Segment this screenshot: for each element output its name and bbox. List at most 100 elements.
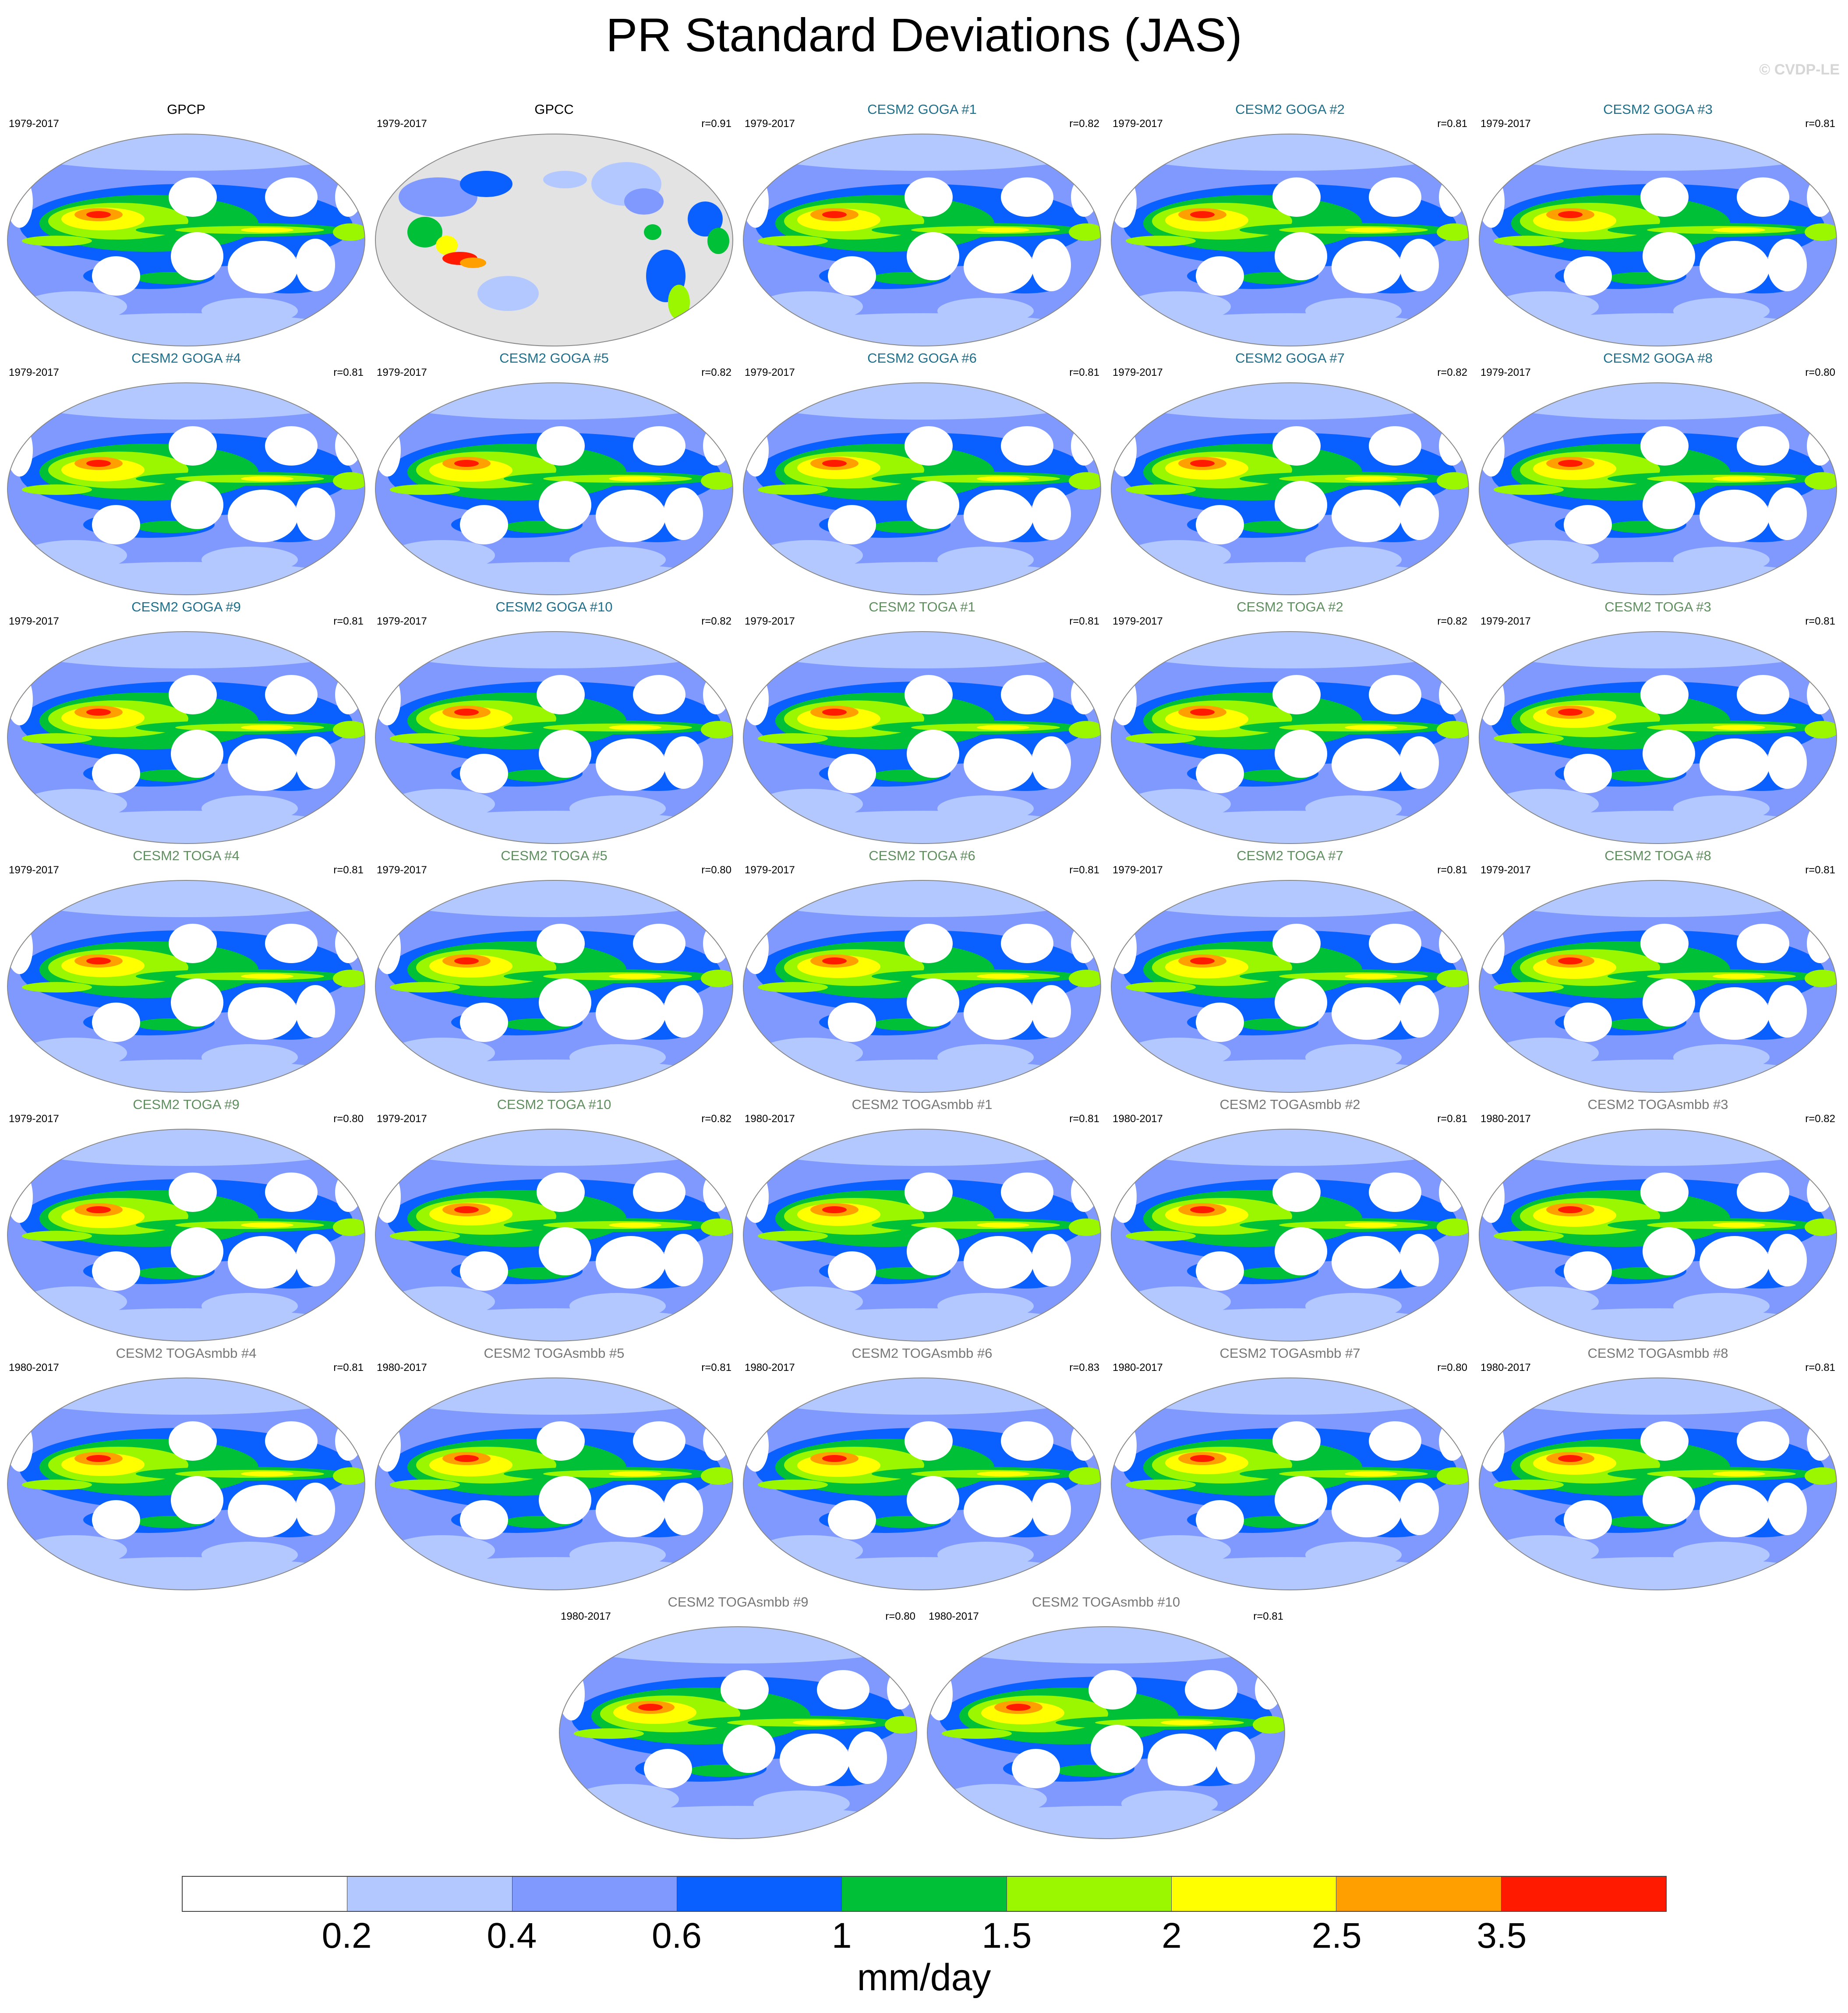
low-variability-region [1399,239,1439,291]
low-variability-region [228,490,298,542]
panel-title: GPCP [167,102,205,117]
precip-contour-region [1494,1038,1599,1068]
panel-correlation: r=0.82 [701,615,731,627]
precip-contour-region [1111,632,1469,668]
map-outline [375,631,733,844]
low-variability-region [92,754,140,793]
precip-contour-region [609,974,661,979]
low-variability-region [171,232,223,280]
precip-contour-region [201,547,298,573]
panel-correlation: r=0.81 [1437,118,1467,130]
map-outline [1479,880,1837,1093]
low-variability-region [1737,426,1789,466]
map-outline [743,631,1101,844]
map-outline [7,880,365,1093]
robinson-map [7,134,365,346]
low-variability-region [296,736,335,789]
precip-contour-region [1345,1222,1397,1228]
low-variability-region [633,924,685,963]
low-variability-region [703,1421,729,1461]
low-variability-region [780,1734,850,1786]
gpcc-land-region [436,236,458,255]
precip-contour-region [822,460,847,467]
low-variability-region [828,1251,876,1291]
low-variability-region [1001,675,1053,714]
low-variability-region [1564,1251,1612,1291]
panel-correlation: r=0.81 [1069,1113,1099,1125]
map-panel: CESM2 GOGA #3 1979-2017 r=0.81 [1476,101,1840,346]
low-variability-region [633,426,685,466]
precip-contour-region [1805,1218,1837,1236]
gpcc-land-region [644,224,661,240]
low-variability-region [1272,1421,1321,1461]
low-variability-region [1196,754,1244,793]
low-variability-region [703,924,729,963]
low-variability-region [723,1725,775,1773]
low-variability-region [1700,490,1770,542]
robinson-map [1111,880,1469,1093]
precip-contour-region [375,1557,733,1590]
low-variability-region [1643,1227,1695,1275]
precip-contour-region [1190,211,1215,218]
precip-contour-region [7,1059,365,1092]
panel-correlation: r=0.82 [701,1113,731,1125]
panel-years: 1979-2017 [377,118,427,130]
precip-contour-region [1479,1378,1837,1415]
low-variability-region [828,1500,876,1540]
low-variability-region [964,738,1034,791]
map-panel: CESM2 TOGAsmbb #8 1980-2017 r=0.81 [1476,1345,1840,1590]
precip-contour-region [701,721,733,738]
low-variability-region [1640,426,1689,466]
precip-contour-region [1558,957,1583,964]
precip-contour-region [758,291,863,322]
precip-contour-region [7,811,365,844]
panel-title: CESM2 TOGA #10 [497,1097,611,1112]
low-variability-region [1767,985,1807,1038]
colorbar-tick-label: 1.5 [982,1916,1032,1956]
low-variability-region [228,987,298,1040]
low-variability-region [335,1421,361,1461]
precip-contour-region [454,957,479,964]
precip-contour-region [1558,709,1583,716]
map-panel: CESM2 GOGA #1 1979-2017 r=0.82 [740,101,1104,346]
map-panel: CESM2 TOGAsmbb #1 1980-2017 r=0.81 [740,1096,1104,1342]
low-variability-region [905,426,953,466]
map-outline [1111,1129,1469,1342]
low-variability-region [169,177,217,217]
precip-contour-region [758,982,828,992]
precip-contour-region [1713,227,1765,233]
low-variability-region [1272,177,1321,217]
low-variability-region [228,241,298,293]
low-variability-region [664,985,703,1038]
map-outline [1111,631,1469,844]
panel-title: CESM2 TOGAsmbb #6 [852,1346,993,1361]
precip-contour-region [1305,547,1402,573]
low-variability-region [596,738,666,791]
low-variability-region [1275,481,1327,529]
precip-contour-region [609,1222,661,1228]
map-panel: CESM2 TOGA #6 1979-2017 r=0.81 [740,847,1104,1093]
low-variability-region [1001,924,1053,963]
precip-contour-region [7,1308,365,1341]
low-variability-region [1088,1670,1137,1709]
panel-years: 1979-2017 [377,615,427,627]
precip-contour-region [822,957,847,964]
precip-contour-region [7,134,365,171]
low-variability-region [644,1749,692,1788]
panel-years: 1979-2017 [745,615,795,627]
precip-contour-region [1126,1535,1231,1566]
low-variability-region [596,490,666,542]
precip-contour-region [977,1222,1029,1228]
low-variability-region [1564,256,1612,296]
precip-contour-region [22,484,92,495]
low-variability-region [1807,426,1833,466]
precip-contour-region [559,1806,917,1839]
precip-contour-region [1069,721,1101,738]
precip-contour-region [977,227,1029,233]
panel-years: 1979-2017 [377,1113,427,1125]
precip-contour-region [1305,1542,1402,1568]
panel-title: CESM2 TOGA #9 [133,1097,240,1112]
low-variability-region [664,487,703,540]
low-variability-region [828,505,876,544]
low-variability-region [905,1172,953,1212]
